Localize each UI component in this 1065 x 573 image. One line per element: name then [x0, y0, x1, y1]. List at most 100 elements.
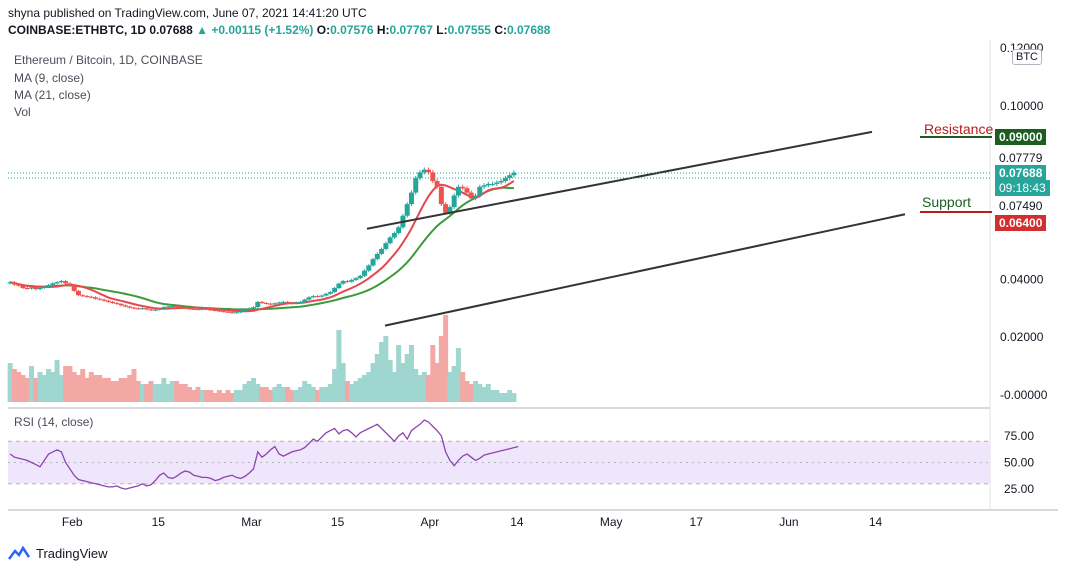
volume-bar	[285, 387, 291, 402]
candle-body	[135, 308, 141, 310]
candle-body	[396, 227, 402, 234]
close-label: C:	[494, 23, 507, 37]
low-label: L:	[436, 23, 448, 37]
volume-bar	[421, 372, 427, 402]
candle-body	[451, 195, 457, 208]
candle-body	[255, 301, 261, 308]
candle-body	[417, 172, 423, 179]
tradingview-footer[interactable]: TradingView	[8, 545, 108, 561]
volume-bar	[157, 384, 163, 402]
currency-button[interactable]: BTC	[1012, 49, 1042, 65]
volume-bar	[105, 378, 111, 402]
volume-bar	[366, 372, 372, 402]
candle-body	[490, 183, 496, 185]
footer-brand: TradingView	[36, 545, 108, 561]
legend-rsi: RSI (14, close)	[14, 415, 94, 429]
volume-bar	[199, 390, 205, 402]
candle-body	[221, 311, 227, 313]
volume-bar	[498, 393, 504, 402]
candle-body	[50, 283, 56, 286]
candle-body	[447, 207, 453, 213]
candle-body	[477, 186, 483, 196]
volume-bar	[148, 381, 154, 402]
candle-body	[229, 312, 235, 314]
candle-body	[426, 169, 432, 173]
candle-body	[455, 186, 461, 196]
volume-bar	[33, 378, 39, 402]
volume-bar	[447, 372, 453, 402]
candle-body	[204, 308, 210, 310]
volume-bar	[54, 360, 60, 402]
rsi-tick-label: 25.00	[1004, 482, 1034, 496]
volume-bar	[204, 390, 210, 402]
volume-bar	[212, 393, 218, 402]
volume-bar	[502, 393, 508, 402]
volume-bar	[178, 384, 184, 402]
candle-body	[272, 303, 278, 305]
high-value: 0.07767	[389, 23, 433, 37]
candle-body	[131, 307, 137, 309]
candle-body	[216, 310, 222, 312]
volume-bar	[110, 381, 116, 402]
candle-body	[246, 308, 252, 310]
volume-bar	[144, 384, 150, 402]
volume-bar	[208, 390, 214, 402]
volume-bar	[336, 330, 342, 402]
volume-bar	[225, 390, 231, 402]
candle-body	[263, 303, 269, 305]
candle-body	[233, 312, 239, 314]
candle-body	[165, 306, 171, 308]
volume-bar	[460, 372, 466, 402]
resistance-annotation: Resistance	[924, 121, 994, 137]
volume-bar	[272, 387, 278, 402]
candle-body	[438, 186, 444, 205]
volume-bar	[28, 366, 34, 402]
high-label: H:	[376, 23, 390, 37]
volume-bar	[24, 378, 30, 402]
volume-bar	[131, 369, 137, 402]
candle-body	[122, 305, 128, 307]
legend-ma21: MA (21, close)	[14, 88, 91, 102]
volume-bar	[430, 345, 436, 402]
candle-body	[379, 248, 385, 254]
x-tick-label: 15	[152, 515, 166, 529]
candle-body	[421, 169, 427, 173]
volume-bar	[319, 387, 325, 402]
candle-body	[28, 287, 34, 289]
y-tick-label: -0.00000	[1000, 388, 1048, 402]
candle-body	[332, 288, 338, 293]
candle-body	[285, 301, 291, 304]
candle-body	[323, 293, 329, 296]
x-tick-label: 14	[869, 515, 883, 529]
volume-bar	[315, 390, 321, 402]
candle-body	[443, 204, 449, 213]
volume-bar	[400, 363, 406, 402]
ohlc-bar: COINBASE:ETHBTC, 1D 0.07688 ▲ +0.00115 (…	[8, 23, 550, 37]
volume-bar	[379, 342, 385, 402]
ma9-line	[9, 180, 515, 313]
volume-bar	[80, 369, 86, 402]
candle-body	[404, 204, 410, 216]
volume-bar	[507, 390, 513, 402]
volume-bar	[37, 372, 43, 402]
volume-bar	[408, 345, 414, 402]
volume-bar	[451, 366, 457, 402]
ma-low-badge: 0.07490	[995, 198, 1047, 214]
volume-bar	[58, 375, 64, 402]
y-tick-label: 0.02000	[1000, 330, 1044, 344]
candle-body	[336, 283, 342, 289]
y-tick-label: 0.04000	[1000, 272, 1044, 286]
volume-bar	[344, 381, 350, 402]
volume-bar	[383, 336, 389, 402]
candle-body	[80, 295, 86, 297]
volume-bar	[455, 348, 461, 402]
up-arrow-icon: ▲	[196, 23, 208, 37]
volume-bar	[11, 369, 17, 402]
candle-body	[97, 298, 103, 300]
x-tick-label: Apr	[421, 515, 440, 529]
volume-bar	[186, 387, 192, 402]
legend-title: Ethereum / Bitcoin, 1D, COINBASE	[14, 53, 203, 67]
open-value: 0.07576	[330, 23, 374, 37]
volume-bar	[340, 363, 346, 402]
